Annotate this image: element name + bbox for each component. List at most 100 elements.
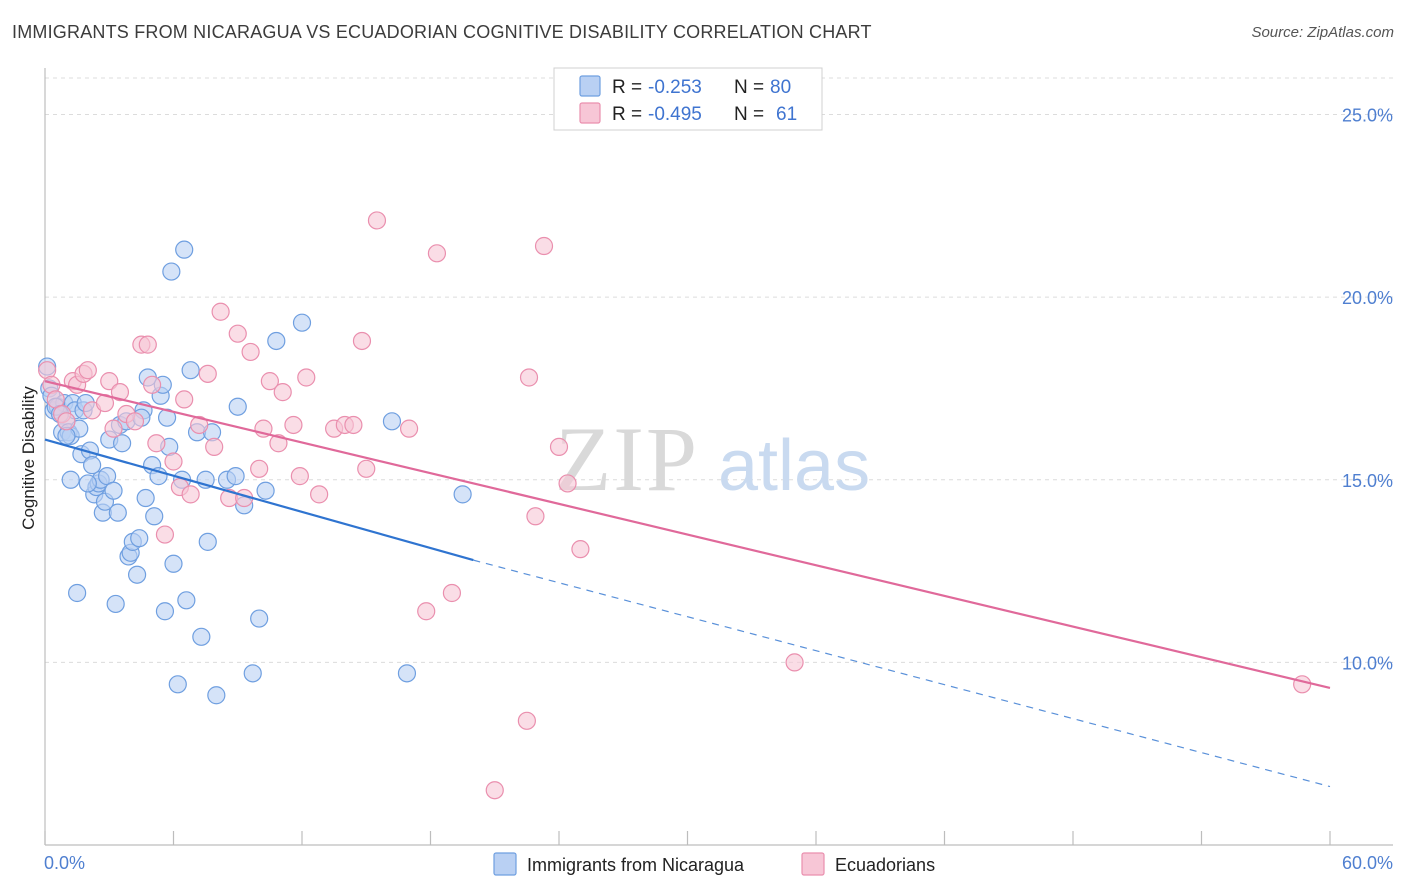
watermark-zip: ZIP: [555, 408, 699, 510]
nicaragua-point-47: [162, 262, 181, 281]
ecuadorians-point-50: [427, 244, 447, 263]
nicaragua-point-35: [130, 529, 149, 548]
trend-line-ecuadorians: [44, 380, 1331, 690]
nicaragua-point-52: [177, 591, 196, 610]
y-tick-label-3: 25.0%: [1342, 106, 1393, 126]
ecuadorians-point-24: [181, 485, 200, 504]
nicaragua-point-17: [83, 456, 102, 475]
ecuadorians-point-38: [284, 415, 303, 435]
legend-top: R = -0.253 N = 80 R = -0.495 N = 61: [553, 67, 823, 131]
x-tick-label-1: 60.0%: [1342, 853, 1393, 873]
legend-r-value-pink: -0.495: [648, 104, 702, 125]
legend-r-label-blue: R =: [612, 77, 642, 98]
ecuadorians-point-19: [147, 434, 166, 453]
ecuadorians-point-20: [155, 525, 175, 544]
nicaragua-point-72: [68, 583, 87, 603]
ecuadorians-point-47: [367, 211, 387, 230]
legend-bottom-swatch-pink: [801, 852, 825, 876]
chart-title: IMMIGRANTS FROM NICARAGUA VS ECUADORIAN …: [12, 22, 872, 42]
nicaragua-point-69: [382, 412, 402, 431]
ecuadorians-point-35: [260, 372, 279, 391]
ecuadorians-point-4: [57, 412, 76, 431]
nicaragua-point-70: [397, 664, 417, 683]
nicaragua-point-26: [104, 481, 123, 500]
nicaragua-point-48: [164, 554, 183, 573]
ecuadorians-point-8: [78, 361, 97, 380]
trend-lines: [44, 380, 1331, 788]
ecuadorians-point-13: [110, 383, 130, 402]
trend-line-nicaragua: [44, 438, 474, 562]
ecuadorians-point-17: [138, 335, 157, 354]
ecuadorians-point-44: [344, 415, 363, 435]
nicaragua-point-73: [106, 594, 125, 614]
ecuadorians-point-49: [417, 602, 436, 621]
ecuadorians-point-30: [228, 324, 247, 343]
legend-n-value-blue: 80: [770, 77, 791, 98]
nicaragua-point-74: [78, 474, 97, 493]
trend-line-nicaragua-extension: [473, 559, 1331, 788]
nicaragua-point-44: [155, 602, 175, 621]
y-tick-label-1: 15.0%: [1342, 471, 1393, 491]
nicaragua-point-51: [175, 240, 194, 259]
ecuadorians-point-23: [175, 390, 194, 409]
ecuadorians-point-60: [785, 653, 804, 672]
nicaragua-point-64: [243, 664, 262, 683]
ecuadorians-point-39: [290, 467, 309, 486]
nicaragua-point-57: [198, 532, 217, 551]
axes: [44, 68, 1393, 846]
legend-r-value-blue: -0.253: [648, 77, 702, 98]
nicaragua-point-79: [61, 470, 80, 489]
ecuadorians-point-11: [100, 372, 119, 391]
nicaragua-point-67: [267, 331, 286, 351]
nicaragua-point-65: [250, 609, 269, 628]
ecuadorians-point-45: [352, 331, 372, 351]
watermark-atlas: atlas: [718, 426, 870, 506]
legend-r-label-pink: R =: [612, 104, 642, 125]
ecuadorians-point-48: [399, 419, 419, 438]
ecuadorians-point-37: [273, 383, 292, 402]
nicaragua-point-61: [226, 467, 245, 486]
ecuadorians-point-61: [1293, 675, 1312, 694]
ecuadorians-point-54: [519, 368, 539, 387]
chart-source: Source: ZipAtlas.com: [1251, 24, 1394, 41]
x-tick-label-0: 0.0%: [44, 853, 85, 873]
nicaragua-point-40: [145, 507, 164, 526]
nicaragua-point-29: [112, 434, 132, 453]
ecuadorians-point-15: [125, 412, 145, 431]
nicaragua-point-55: [192, 627, 211, 646]
legend-bottom-label-pink: Ecuadorians: [835, 855, 935, 875]
nicaragua-point-34: [127, 565, 147, 584]
nicaragua-point-27: [108, 503, 127, 522]
ecuadorians-point-12: [104, 419, 123, 438]
ecuadorians-point-33: [250, 459, 269, 478]
y-tick-label-2: 20.0%: [1342, 288, 1393, 308]
nicaragua-point-68: [292, 313, 312, 332]
legend-n-value-pink: 61: [776, 104, 797, 125]
legend-n-label-pink: N =: [734, 104, 764, 125]
nicaragua-point-59: [207, 686, 226, 705]
ecuadorians-point-32: [241, 342, 260, 362]
ecuadorians-point-55: [526, 507, 545, 526]
ecuadorians-point-57: [549, 437, 569, 456]
nicaragua-point-71: [453, 485, 472, 504]
tick-labels: 10.0% 15.0% 20.0% 25.0% 0.0% 60.0%: [44, 106, 1393, 873]
ecuadorians-point-59: [571, 540, 590, 559]
nicaragua-point-49: [168, 675, 187, 694]
ecuadorians-point-41: [310, 485, 329, 504]
ecuadorians-point-53: [517, 711, 536, 730]
ecuadorians-point-58: [558, 474, 577, 493]
nicaragua-point-62: [228, 397, 247, 416]
nicaragua-point-66: [256, 481, 275, 500]
ecuadorians-point-26: [198, 364, 217, 383]
legend-bottom-label-blue: Immigrants from Nicaragua: [527, 855, 745, 875]
ecuadorians-point-18: [142, 375, 162, 394]
ecuadorians-point-52: [485, 781, 504, 800]
ecuadorians-point-56: [534, 236, 554, 256]
ecuadorians-point-27: [205, 437, 224, 456]
ecuadorians-point-21: [164, 452, 183, 471]
y-tick-label-0: 10.0%: [1342, 653, 1393, 673]
watermark: ZIP atlas: [555, 408, 870, 510]
y-axis-title: Cognitive Disability: [19, 386, 38, 530]
ecuadorians-point-28: [211, 302, 230, 321]
